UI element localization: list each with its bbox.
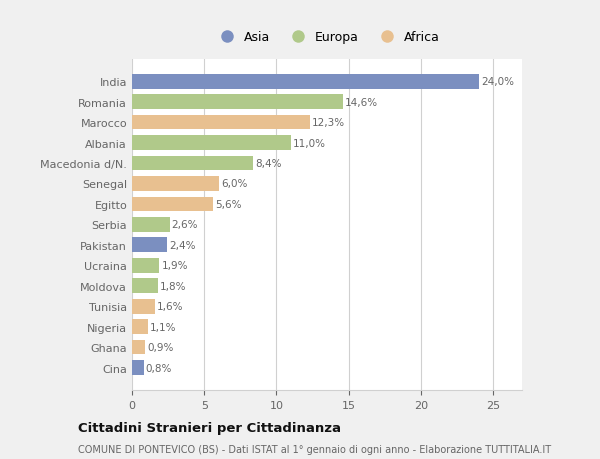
Text: 2,6%: 2,6% [172, 220, 198, 230]
Text: Cittadini Stranieri per Cittadinanza: Cittadini Stranieri per Cittadinanza [78, 421, 341, 434]
Bar [132, 218, 170, 232]
Bar [132, 279, 158, 293]
Text: 1,6%: 1,6% [157, 302, 184, 312]
Text: 12,3%: 12,3% [312, 118, 345, 128]
Text: 1,9%: 1,9% [161, 261, 188, 271]
Bar [132, 95, 343, 110]
Bar [132, 299, 155, 314]
Text: 1,8%: 1,8% [160, 281, 187, 291]
Bar [132, 136, 291, 151]
Text: 14,6%: 14,6% [345, 97, 378, 107]
Bar [132, 258, 160, 273]
Text: 0,8%: 0,8% [146, 363, 172, 373]
Bar [132, 319, 148, 334]
Text: 1,1%: 1,1% [150, 322, 176, 332]
Text: 6,0%: 6,0% [221, 179, 247, 189]
Bar [132, 340, 145, 355]
Bar [132, 157, 253, 171]
Bar [132, 75, 479, 90]
Text: 0,9%: 0,9% [147, 342, 173, 353]
Bar [132, 238, 167, 252]
Text: 5,6%: 5,6% [215, 200, 242, 209]
Text: 2,4%: 2,4% [169, 241, 196, 250]
Bar [132, 177, 218, 191]
Bar [132, 116, 310, 130]
Text: 8,4%: 8,4% [256, 159, 282, 168]
Text: 24,0%: 24,0% [481, 77, 514, 87]
Bar [132, 197, 213, 212]
Bar [132, 360, 143, 375]
Text: 11,0%: 11,0% [293, 138, 326, 148]
Text: COMUNE DI PONTEVICO (BS) - Dati ISTAT al 1° gennaio di ogni anno - Elaborazione : COMUNE DI PONTEVICO (BS) - Dati ISTAT al… [78, 444, 551, 454]
Legend: Asia, Europa, Africa: Asia, Europa, Africa [209, 26, 445, 49]
